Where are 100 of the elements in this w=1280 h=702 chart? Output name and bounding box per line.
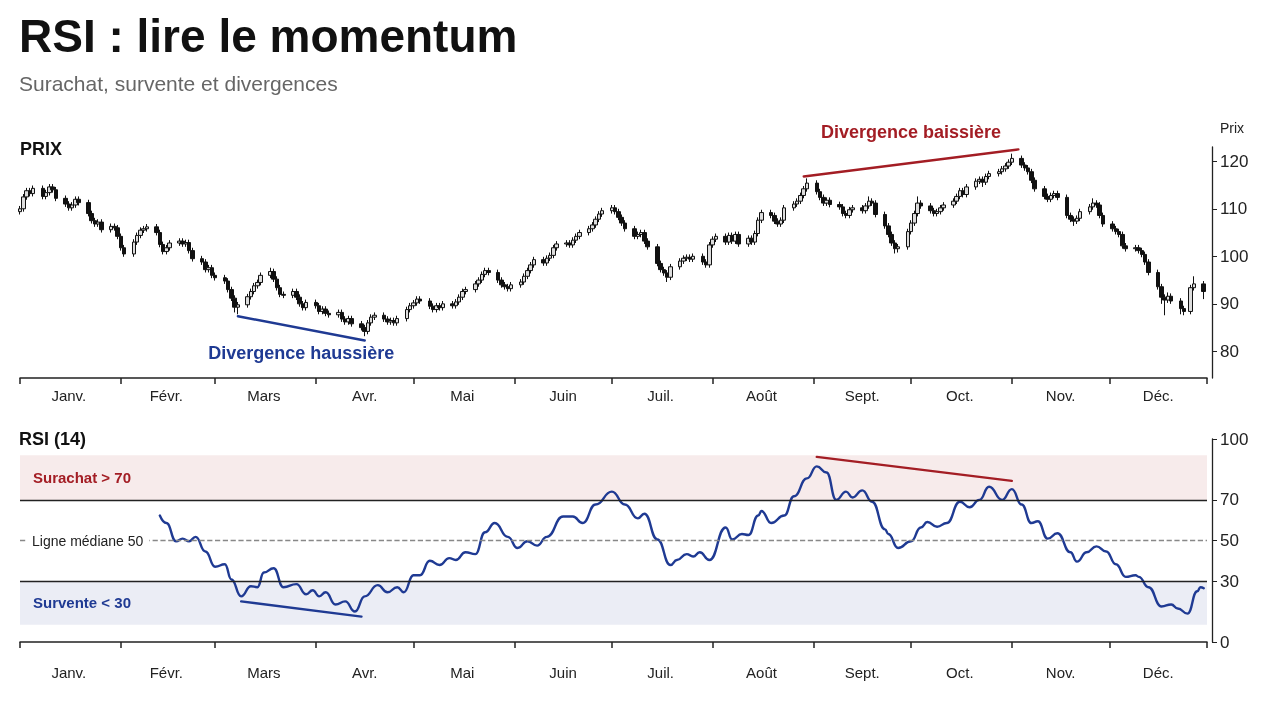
candlestick xyxy=(428,297,432,310)
candlestick xyxy=(1019,155,1024,169)
candlestick xyxy=(418,295,422,305)
candlestick xyxy=(180,237,185,248)
candlestick xyxy=(457,293,461,306)
candlestick xyxy=(723,233,728,246)
candlestick xyxy=(167,239,172,252)
x-tick-label: Déc. xyxy=(1142,664,1174,681)
candlestick xyxy=(551,244,556,259)
series-label: Divergence baissière xyxy=(821,121,1002,142)
candlestick xyxy=(1055,190,1060,201)
chart-title: RSI (14) xyxy=(19,429,87,449)
x-tick-label: Déc. xyxy=(1142,387,1174,404)
chart-title: RSI : lire le momentum xyxy=(19,10,518,62)
y-tick-label: 50 xyxy=(1220,531,1239,550)
candlestick xyxy=(727,232,731,246)
candlestick xyxy=(932,207,936,217)
candlestick xyxy=(480,271,484,284)
candlestick xyxy=(938,204,943,215)
candlestick xyxy=(545,254,549,267)
candlestick xyxy=(824,196,829,207)
candlestick xyxy=(506,283,510,292)
series-label: Divergence haussière xyxy=(208,343,395,364)
candlestick xyxy=(411,299,416,310)
y-tick-label: 100 xyxy=(1220,246,1249,266)
candlestick xyxy=(109,223,113,234)
candlestick xyxy=(454,298,458,310)
candlestick xyxy=(1049,192,1053,203)
x-tick-label: Avr. xyxy=(351,387,378,404)
candlestick xyxy=(99,218,104,234)
candlestick xyxy=(382,311,386,323)
candlestick xyxy=(678,257,682,271)
candlestick xyxy=(76,195,81,206)
band-label: Survente < 30 xyxy=(33,594,131,612)
y-axis-title: Prix xyxy=(1220,120,1245,136)
candlestick xyxy=(850,204,855,214)
y-tick-label: 0 xyxy=(1220,632,1230,652)
candlestick xyxy=(782,204,786,224)
x-tick-label: Juin xyxy=(549,664,577,681)
candlestick xyxy=(1006,158,1011,170)
candlestick xyxy=(297,293,302,308)
candlestick xyxy=(1120,231,1125,250)
x-tick-label: Févr. xyxy=(149,664,184,681)
candlestick xyxy=(405,306,409,322)
candlestick xyxy=(532,256,536,269)
candlestick xyxy=(291,288,295,299)
candlestick xyxy=(593,215,598,229)
candlestick xyxy=(340,309,344,323)
candlestick xyxy=(145,223,149,233)
x-tick-label: Mars xyxy=(247,387,281,404)
candlestick xyxy=(1078,208,1082,222)
candlestick xyxy=(28,187,32,197)
candlestick xyxy=(1052,190,1056,199)
ref-line-label: Ligne médiane 50 xyxy=(32,532,144,549)
y-tick-label: 30 xyxy=(1220,571,1239,591)
candlestick xyxy=(1169,292,1173,305)
candlestick xyxy=(984,173,988,186)
candlestick xyxy=(1071,215,1076,227)
candlestick xyxy=(571,236,575,249)
candlestick xyxy=(541,256,546,267)
candlestick xyxy=(509,281,513,292)
candlestick xyxy=(1010,153,1014,166)
x-tick-label: Oct. xyxy=(946,387,974,404)
x-tick-label: Juil. xyxy=(647,387,674,404)
candlestick xyxy=(258,271,263,286)
x-tick-label: Oct. xyxy=(946,664,974,681)
candlestick xyxy=(323,305,328,317)
candlestick xyxy=(1136,244,1141,254)
x-tick-label: Sept. xyxy=(844,664,880,681)
candlestick xyxy=(935,208,939,217)
candlestick xyxy=(600,207,604,218)
x-tick-label: Mai xyxy=(450,664,475,681)
candlestick xyxy=(896,243,900,254)
candlestick xyxy=(775,217,780,228)
x-tick-label: Juin xyxy=(549,387,577,404)
x-tick-label: Mai xyxy=(450,387,475,404)
candlestick xyxy=(362,324,367,337)
x-tick-label: Févr. xyxy=(149,387,184,404)
x-tick-label: Sept. xyxy=(844,387,880,404)
candlestick xyxy=(395,315,399,327)
candlestick xyxy=(41,185,45,200)
annotation: PRIX xyxy=(20,139,63,159)
candlestick xyxy=(54,186,58,202)
candlestick xyxy=(1110,220,1115,233)
y-tick-label: 110 xyxy=(1220,199,1248,219)
candlestick xyxy=(486,267,491,276)
x-tick-label: Juil. xyxy=(647,664,674,681)
candlestick xyxy=(522,272,526,286)
candlestick xyxy=(668,263,673,281)
candlestick xyxy=(63,194,68,208)
candlestick xyxy=(1091,197,1095,211)
candlestick xyxy=(450,300,455,310)
candlestick xyxy=(473,280,478,293)
candlestick xyxy=(980,175,985,188)
line-series xyxy=(158,465,1205,615)
candlestick xyxy=(141,225,146,234)
x-tick-label: Avr. xyxy=(351,664,378,681)
candlestick xyxy=(574,233,578,244)
candlestick xyxy=(749,234,754,246)
x-tick-label: Août xyxy=(746,664,778,681)
